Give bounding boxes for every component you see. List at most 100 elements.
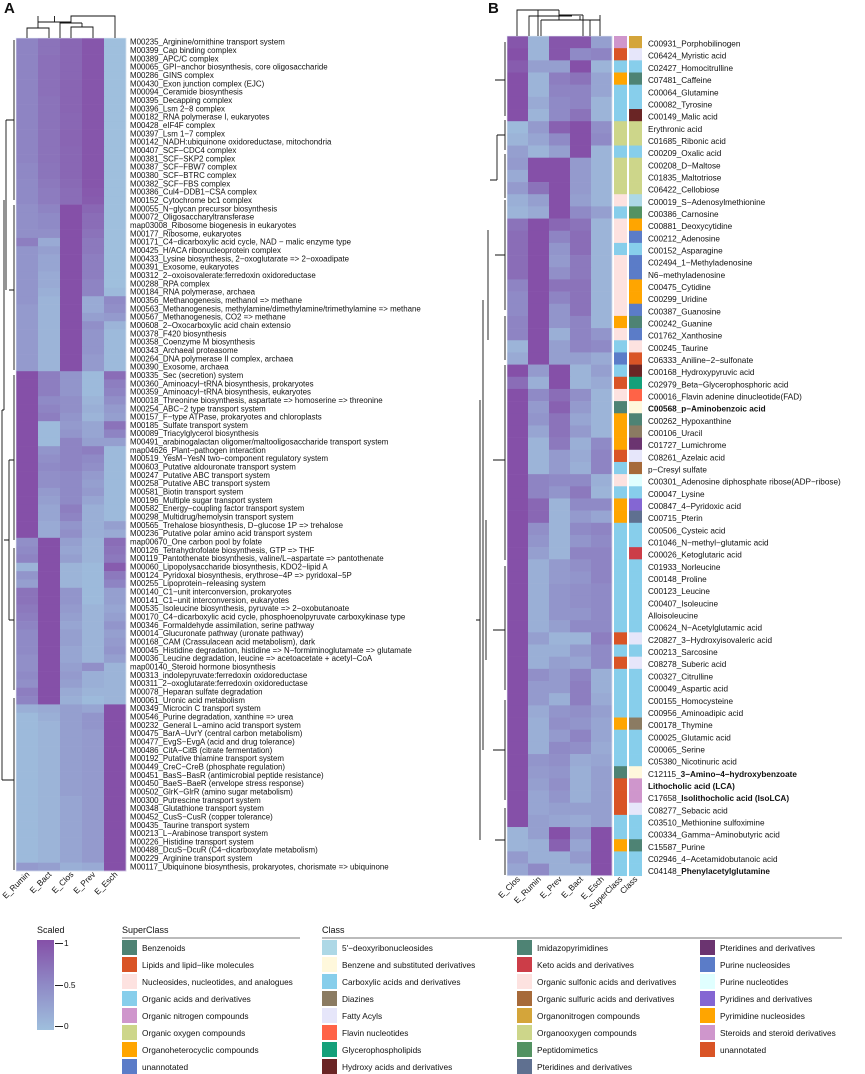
heatmap-cell: [82, 654, 105, 664]
heatmap-cell: [507, 668, 529, 682]
row-label: M00014_Glucuronate pathway (uronate path…: [130, 629, 304, 638]
heatmap-cell: [549, 48, 571, 61]
row-label: C00019_S−Adenosylmethionine: [648, 198, 766, 207]
heatmap-cell: [528, 182, 550, 195]
superclass-cell: [614, 681, 627, 694]
heatmap-cell: [82, 496, 105, 505]
heatmap-cell: [82, 537, 105, 547]
row-label: M00117_Ubiquinone biosynthesis, prokaryo…: [130, 862, 389, 871]
heatmap-cell: [16, 746, 39, 755]
heatmap-cell: [507, 863, 529, 877]
heatmap-cell: [549, 571, 571, 584]
heatmap-cell: [16, 38, 39, 47]
class-legend-item: 5'−deoxyribonucleosides: [322, 940, 433, 955]
class-cell: [629, 620, 642, 633]
heatmap-cell: [507, 133, 529, 146]
class-legend-item: Peptidomimetics: [517, 1042, 598, 1057]
superclass-cell: [614, 230, 627, 244]
heatmap-cell: [82, 671, 105, 680]
class-legend-item: unannotated: [700, 1042, 766, 1057]
heatmap-cell: [591, 754, 613, 767]
row-label: M00395_Decapping complex: [130, 96, 232, 105]
heatmap-cell: [60, 821, 83, 830]
heatmap-cell: [528, 230, 550, 244]
heatmap-cell: [82, 804, 105, 813]
class-legend-item: Flavin nucleotides: [322, 1025, 408, 1040]
heatmap-cell: [549, 766, 571, 779]
heatmap-cell: [82, 746, 105, 755]
heatmap-cell: [549, 559, 571, 572]
superclass-cell: [614, 121, 627, 134]
heatmap-cell: [507, 206, 529, 219]
heatmap-cell: [16, 454, 39, 464]
heatmap-cell: [60, 704, 83, 714]
superclass-cell: [614, 169, 627, 183]
class-cell: [629, 121, 642, 134]
heatmap-cell: [591, 693, 613, 706]
heatmap-cell: [60, 637, 83, 647]
superclass-cell: [614, 145, 627, 158]
heatmap-cell: [82, 479, 105, 489]
heatmap-cell: [16, 79, 39, 89]
column-dendrogram: [26, 15, 116, 38]
scale-tick-label: 0.5: [64, 980, 76, 990]
heatmap-cell: [507, 84, 529, 98]
heatmap-cell: [60, 96, 83, 105]
heatmap-cell: [82, 346, 105, 355]
row-label: C01685_Ribonic acid: [648, 137, 726, 146]
heatmap-cell: [507, 60, 529, 73]
heatmap-cell: [16, 721, 39, 730]
heatmap-cell: [528, 328, 550, 341]
column-dendrogram: [516, 9, 601, 36]
heatmap-cell: [16, 687, 39, 697]
heatmap-cell: [16, 804, 39, 813]
heatmap-cell: [38, 596, 61, 605]
heatmap-cell: [528, 145, 550, 158]
heatmap-cell: [60, 254, 83, 264]
heatmap-cell: [60, 229, 83, 239]
superclass-legend-label: Organoheterocyclic compounds: [142, 1044, 259, 1055]
heatmap-cell: [16, 762, 39, 772]
heatmap-cell: [570, 522, 592, 536]
heatmap-cell: [82, 296, 105, 305]
heatmap-cell: [570, 145, 592, 158]
heatmap-cell: [38, 237, 61, 247]
heatmap-cell: [38, 612, 61, 622]
heatmap-cell: [549, 827, 571, 840]
row-label-id: C04148_: [648, 867, 682, 876]
heatmap-cell: [549, 644, 571, 657]
row-label: C02979_Beta−Glycerophosphoric acid: [648, 380, 789, 389]
superclass-legend-swatch: [122, 957, 137, 972]
row-label: M00488_DcuS−DcuR (C4−dicarboxylate metab…: [130, 846, 318, 855]
row-label: M00184_RNA polymerase, archaea: [130, 288, 256, 297]
heatmap-cell: [38, 579, 61, 589]
class-cell: [629, 60, 642, 73]
heatmap-cell: [82, 771, 105, 780]
heatmap-cell: [60, 654, 83, 664]
heatmap-cell: [591, 766, 613, 779]
row-label: C07481_Caffeine: [648, 76, 712, 85]
heatmap-cell: [60, 171, 83, 180]
heatmap-cell: [16, 421, 39, 430]
superclass-cell: [614, 315, 627, 329]
row-label: C00178_Thymine: [648, 721, 713, 730]
class-cell: [629, 279, 642, 292]
heatmap-cell: [60, 387, 83, 397]
heatmap-cell: [16, 771, 39, 780]
heatmap-cell: [507, 522, 529, 536]
superclass-cell: [614, 96, 627, 110]
heatmap-cell: [507, 766, 529, 779]
heatmap-cell: [528, 644, 550, 657]
heatmap-cell: [60, 104, 83, 114]
heatmap-cell: [528, 449, 550, 463]
heatmap-cell: [104, 379, 127, 389]
heatmap-cell: [38, 387, 61, 397]
row-label: M00435_Taurine transport system: [130, 821, 250, 830]
heatmap-cell: [570, 754, 592, 767]
heatmap-cell: [60, 62, 83, 72]
heatmap-cell: [507, 121, 529, 134]
heatmap-cell: [16, 487, 39, 497]
class-cell: [629, 255, 642, 268]
heatmap-cell: [16, 271, 39, 280]
heatmap-cell: [549, 84, 571, 98]
